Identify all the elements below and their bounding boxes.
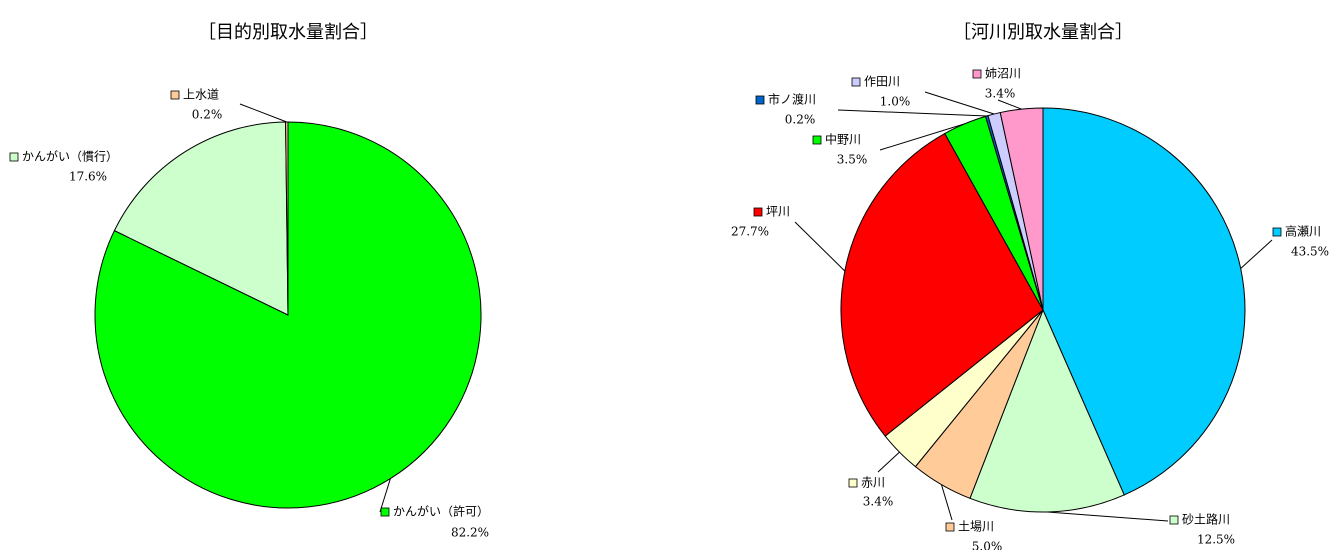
legend-swatch (972, 69, 982, 79)
slice-value-label: 17.6% (69, 170, 107, 184)
legend-swatch (170, 90, 180, 100)
pie-slice (999, 107, 1044, 311)
legend-swatch (851, 77, 861, 87)
legend-swatch (753, 207, 763, 217)
slice-label: 市ノ渡川 (768, 92, 816, 107)
slice-value-label: 3.4% (863, 495, 894, 509)
leader-line (940, 484, 953, 521)
pie-slice (969, 308, 1125, 513)
legend-swatch (848, 478, 858, 488)
slice-label: 赤川 (861, 476, 885, 490)
slice-label: 中野川 (825, 132, 861, 147)
pie-slice (1042, 107, 1246, 496)
slice-label: 土場川 (958, 520, 994, 534)
chart-title: ［目的別取水量割合］ (198, 22, 378, 43)
leader-line (794, 221, 846, 272)
leader-line (879, 123, 965, 151)
slice-value-label: 3.4% (985, 87, 1016, 101)
leader-line (1047, 511, 1169, 522)
pie-slice (113, 121, 289, 316)
slice-label: 坪川 (766, 205, 790, 219)
legend-swatch (812, 135, 822, 145)
slice-value-label: 12.5% (1197, 533, 1235, 547)
slice-value-label: 43.5% (1291, 245, 1329, 259)
legend-swatch (9, 152, 19, 162)
leader-line (924, 91, 995, 115)
slice-value-label: 27.7% (731, 225, 769, 239)
slice-value-label: 1.0% (880, 95, 911, 109)
slice-value-label: 3.5% (837, 153, 868, 167)
leader-line (997, 99, 1022, 110)
leader-line (239, 103, 287, 123)
leader-line (1240, 239, 1273, 269)
slice-label: 高瀬川 (1285, 224, 1321, 239)
slice-label: 上水道 (183, 88, 219, 102)
legend-swatch (1272, 227, 1282, 237)
legend-swatch (1169, 515, 1179, 525)
slice-value-label: 0.2% (785, 113, 816, 127)
chart-title: ［河川別取水量割合］ (953, 22, 1133, 43)
leader-line (379, 478, 391, 513)
legend-swatch (945, 522, 955, 532)
legend-swatch (755, 95, 765, 105)
slice-label: 作田川 (864, 75, 900, 89)
slice-value-label: 5.0% (972, 540, 1003, 550)
slice-value-label: 0.2% (192, 108, 223, 122)
slice-label: 姉沼川 (985, 66, 1021, 81)
slice-label: かんがい（許可） (393, 504, 489, 519)
legend-swatch (380, 507, 390, 517)
slice-label: かんがい（慣行） (22, 149, 118, 164)
slice-label: 砂土路川 (1182, 512, 1230, 527)
leader-line (837, 109, 987, 117)
leader-line (877, 451, 900, 473)
slice-value-label: 82.2% (451, 526, 489, 540)
pie-slice (840, 132, 1044, 437)
